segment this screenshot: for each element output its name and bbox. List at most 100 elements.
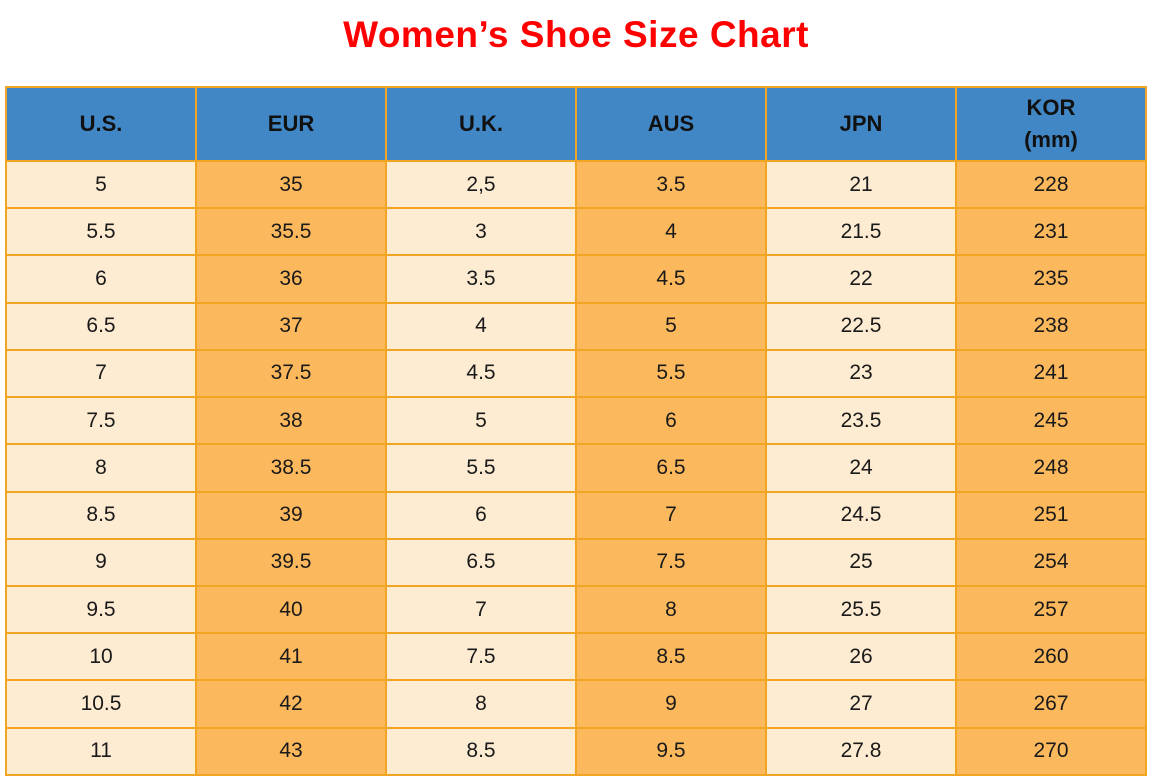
table-cell: 9 <box>575 679 767 729</box>
table-cell: 7 <box>575 490 767 540</box>
table-row: 10.5 42 8 9 27 267 <box>5 679 1147 729</box>
table-cell: 39 <box>195 490 387 540</box>
table-cell: 4 <box>575 207 767 257</box>
table-cell: 8 <box>385 679 577 729</box>
table-row: 8.5 39 6 7 24.5 251 <box>5 490 1147 540</box>
table-cell: 39.5 <box>195 537 387 587</box>
table-cell: 248 <box>955 443 1147 493</box>
table-cell: 5 <box>5 159 197 210</box>
table-cell: 4.5 <box>385 348 577 399</box>
table-cell: 7.5 <box>5 396 197 446</box>
table-cell: 25 <box>765 537 957 587</box>
table-row: 6.5 37 4 5 22.5 238 <box>5 301 1147 351</box>
table-cell: 251 <box>955 490 1147 540</box>
table-cell: 2,5 <box>385 159 577 210</box>
table-cell: 260 <box>955 632 1147 682</box>
table-cell: 257 <box>955 584 1147 635</box>
table-cell: 10 <box>5 632 197 682</box>
table-cell: 37.5 <box>195 348 387 399</box>
table-cell: 231 <box>955 207 1147 257</box>
table-cell: 7 <box>5 348 197 399</box>
table-cell: 38.5 <box>195 443 387 493</box>
table-cell: 5 <box>385 396 577 446</box>
table-cell: 36 <box>195 254 387 304</box>
table-cell: 21 <box>765 159 957 210</box>
table-cell: 9.5 <box>5 584 197 635</box>
table-cell: 25.5 <box>765 584 957 635</box>
table-cell: 8 <box>5 443 197 493</box>
table-cell: 37 <box>195 301 387 351</box>
shoe-size-table: U.S. EUR U.K. AUS JPN KOR (mm) 5 35 2,5 3.5… <box>5 86 1147 777</box>
column-header-uk: U.K. <box>385 86 577 162</box>
table-cell: 6 <box>575 396 767 446</box>
column-header-sublabel: (mm) <box>1024 127 1078 152</box>
table-cell: 235 <box>955 254 1147 304</box>
column-header-label: JPN <box>839 111 883 137</box>
table-cell: 238 <box>955 301 1147 351</box>
column-header-label: AUS <box>647 111 695 137</box>
table-row: 5.5 35.5 3 4 21.5 231 <box>5 207 1147 257</box>
column-header-label: U.S. <box>79 111 123 137</box>
table-cell: 8 <box>575 584 767 635</box>
table-row: 9 39.5 6.5 7.5 25 254 <box>5 537 1147 587</box>
table-cell: 35 <box>195 159 387 210</box>
table-cell: 7.5 <box>575 537 767 587</box>
table-cell: 22 <box>765 254 957 304</box>
table-cell: 24.5 <box>765 490 957 540</box>
table-cell: 8.5 <box>575 632 767 682</box>
table-cell: 40 <box>195 584 387 635</box>
table-row: 5 35 2,5 3.5 21 228 <box>5 159 1147 210</box>
table-cell: 6.5 <box>5 301 197 351</box>
table-cell: 4.5 <box>575 254 767 304</box>
table-cell: 8.5 <box>385 726 577 777</box>
table-row: 6 36 3.5 4.5 22 235 <box>5 254 1147 304</box>
table-cell: 24 <box>765 443 957 493</box>
table-row: 10 41 7.5 8.5 26 260 <box>5 632 1147 682</box>
table-row: 7.5 38 5 6 23.5 245 <box>5 396 1147 446</box>
table-cell: 41 <box>195 632 387 682</box>
table-cell: 7.5 <box>385 632 577 682</box>
table-cell: 6 <box>385 490 577 540</box>
table-row: 9.5 40 7 8 25.5 257 <box>5 584 1147 635</box>
table-cell: 21.5 <box>765 207 957 257</box>
table-cell: 9 <box>5 537 197 587</box>
table-cell: 6.5 <box>385 537 577 587</box>
table-cell: 11 <box>5 726 197 777</box>
table-cell: 4 <box>385 301 577 351</box>
table-cell: 43 <box>195 726 387 777</box>
table-cell: 8.5 <box>5 490 197 540</box>
table-cell: 6 <box>5 254 197 304</box>
table-row: 8 38.5 5.5 6.5 24 248 <box>5 443 1147 493</box>
table-cell: 27 <box>765 679 957 729</box>
column-header-eur: EUR <box>195 86 387 162</box>
table-row: 7 37.5 4.5 5.5 23 241 <box>5 348 1147 399</box>
table-cell: 9.5 <box>575 726 767 777</box>
column-header-aus: AUS <box>575 86 767 162</box>
table-cell: 5.5 <box>385 443 577 493</box>
table-cell: 3.5 <box>385 254 577 304</box>
table-cell: 42 <box>195 679 387 729</box>
table-cell: 228 <box>955 159 1147 210</box>
table-cell: 241 <box>955 348 1147 399</box>
table-row: 11 43 8.5 9.5 27.8 270 <box>5 726 1147 777</box>
table-cell: 23 <box>765 348 957 399</box>
table-cell: 3 <box>385 207 577 257</box>
table-cell: 22.5 <box>765 301 957 351</box>
table-cell: 5.5 <box>5 207 197 257</box>
table-cell: 5.5 <box>575 348 767 399</box>
table-cell: 27.8 <box>765 726 957 777</box>
column-header-label: U.K. <box>459 111 503 137</box>
header-row: U.S. EUR U.K. AUS JPN KOR (mm) <box>5 86 1147 162</box>
table-cell: 35.5 <box>195 207 387 257</box>
table-cell: 3.5 <box>575 159 767 210</box>
table-cell: 26 <box>765 632 957 682</box>
column-header-us: U.S. <box>5 86 197 162</box>
table-cell: 10.5 <box>5 679 197 729</box>
table-cell: 23.5 <box>765 396 957 446</box>
page-title: Women’s Shoe Size Chart <box>343 14 809 55</box>
column-header-label: KOR <box>1026 95 1076 121</box>
table-cell: 7 <box>385 584 577 635</box>
table-cell: 245 <box>955 396 1147 446</box>
table-cell: 38 <box>195 396 387 446</box>
table-cell: 5 <box>575 301 767 351</box>
